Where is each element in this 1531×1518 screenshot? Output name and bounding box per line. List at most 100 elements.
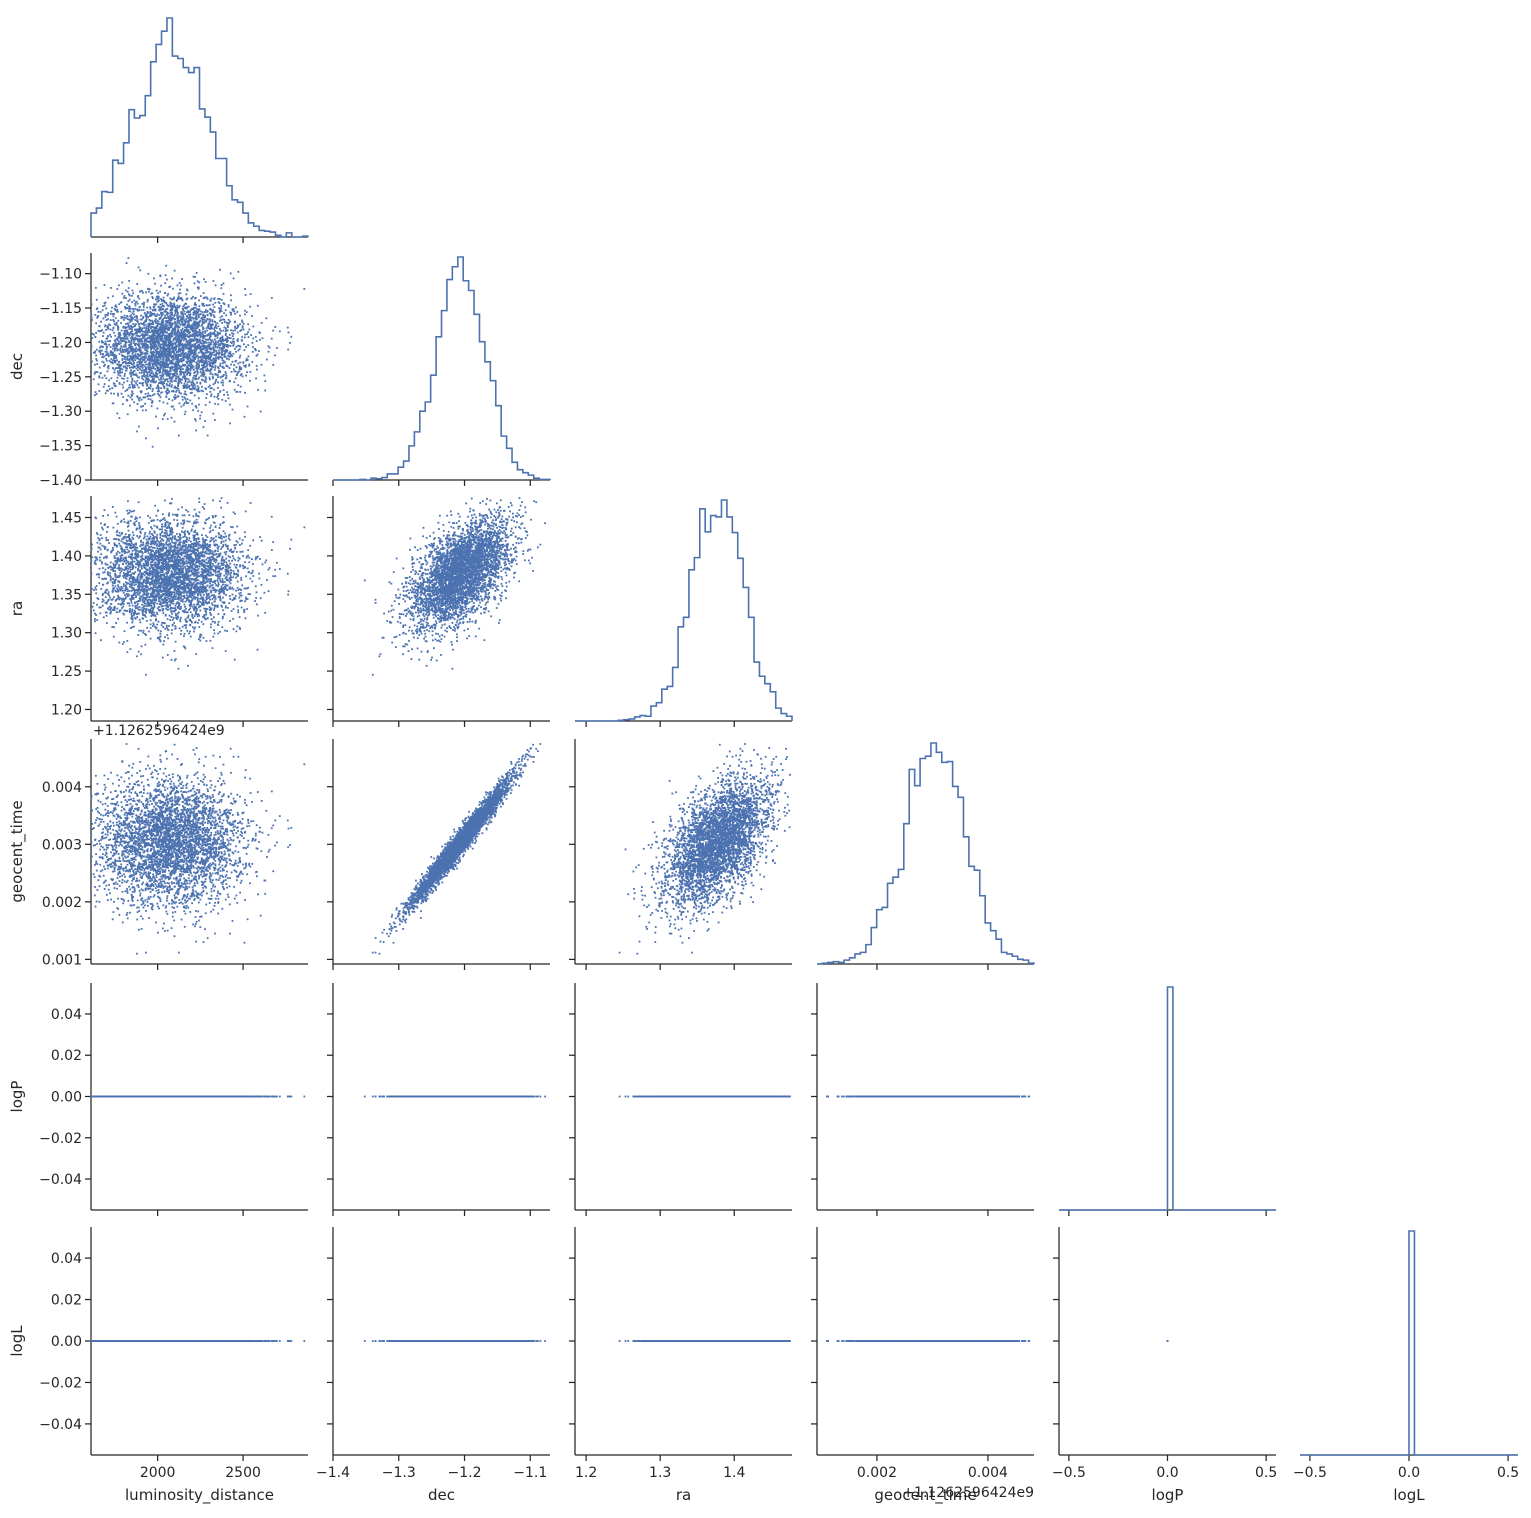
scatter-point [114,348,116,350]
scatter-point [185,379,187,381]
scatter-point [152,388,154,390]
panel-luminosity_distance-vs-luminosity_distance [91,18,308,243]
scatter-point [230,314,232,316]
scatter-point [209,304,211,306]
scatter-point [158,357,160,359]
scatter-point [232,335,234,337]
scatter-point [118,303,120,305]
scatter-point [219,302,221,304]
scatter-point [211,321,213,323]
scatter-point [121,354,123,356]
scatter-point [115,367,117,369]
scatter-point [150,293,152,295]
scatter-point [114,385,116,387]
scatter-point [161,344,163,346]
scatter-point [239,391,241,393]
scatter-point [118,417,120,419]
scatter-point [117,309,119,311]
scatter-point [259,332,261,334]
scatter-point [133,310,135,312]
scatter-point [203,426,205,428]
scatter-point [186,387,188,389]
scatter-point [125,297,127,299]
scatter-point [237,384,239,386]
scatter-point [147,301,149,303]
scatter-point [256,340,258,342]
scatter-point [145,367,147,369]
scatter-point [212,352,214,354]
scatter-point [131,391,133,393]
scatter-point [197,360,199,362]
scatter-point [131,372,133,374]
scatter-point [235,361,237,363]
scatter-point [266,359,268,361]
scatter-point [195,420,197,422]
scatter-point [171,417,173,419]
scatter-point [198,387,200,389]
scatter-point [159,291,161,293]
scatter-point [105,341,107,343]
scatter-point [107,390,109,392]
scatter-point [161,303,163,305]
scatter-point [290,336,292,338]
scatter-point [231,355,233,357]
scatter-point [131,379,133,381]
scatter-point [163,415,165,417]
scatter-point [94,394,96,396]
scatter-point [226,358,228,360]
scatter-point [190,309,192,311]
scatter-point [112,345,114,347]
scatter-point [143,304,145,306]
scatter-point [176,322,178,324]
scatter-point [173,297,175,299]
scatter-point [272,364,274,366]
scatter-point [95,332,97,334]
scatter-point [249,306,251,308]
scatter-point [237,332,239,334]
scatter-point [161,300,163,302]
scatter-point [162,401,164,403]
scatter-point [171,386,173,388]
scatter-point [98,390,100,392]
scatter-point [134,319,136,321]
scatter-point [168,286,170,288]
scatter-point [114,354,116,356]
scatter-point [225,375,227,377]
scatter-point [166,312,168,314]
scatter-point [160,377,162,379]
scatter-point [229,312,231,314]
scatter-point [136,375,138,377]
scatter-point [222,384,224,386]
scatter-point [152,309,154,311]
scatter-point [182,399,184,401]
scatter-point [94,364,96,366]
scatter-point [252,326,254,328]
scatter-point [174,270,176,272]
scatter-point [182,308,184,310]
scatter-point [205,404,207,406]
scatter-point [217,374,219,376]
scatter-point [179,282,181,284]
scatter-point [148,355,150,357]
scatter-point [218,345,220,347]
scatter-point [252,346,254,348]
scatter-point [177,329,179,331]
scatter-point [160,360,162,362]
scatter-point [195,429,197,431]
scatter-point [196,308,198,310]
scatter-point [156,290,158,292]
scatter-point [211,394,213,396]
scatter-point [164,315,166,317]
scatter-point [206,330,208,332]
scatter-point [228,319,230,321]
scatter-point [171,390,173,392]
scatter-point [130,369,132,371]
scatter-point [191,360,193,362]
scatter-point [161,391,163,393]
scatter-point [102,309,104,311]
scatter-point [134,370,136,372]
scatter-point [162,418,164,420]
scatter-point [242,329,244,331]
scatter-point [138,267,140,269]
scatter-point [210,299,212,301]
